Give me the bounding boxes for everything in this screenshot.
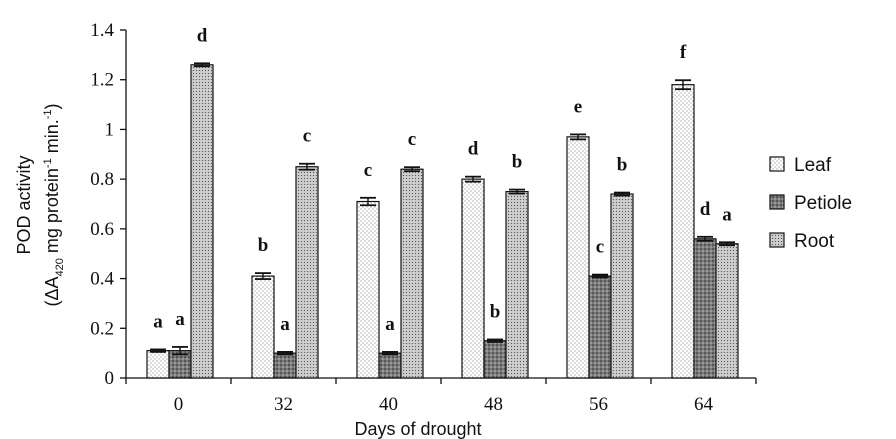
x-tick-label: 0	[174, 394, 184, 415]
legend-label-petiole: Petiole	[794, 193, 852, 214]
significance-letter: b	[617, 155, 628, 176]
bar-root	[190, 64, 214, 379]
significance-letter: c	[303, 126, 311, 147]
error-bar	[719, 241, 735, 247]
bar-leaf	[566, 136, 590, 379]
significance-letter: b	[490, 301, 501, 322]
significance-letter: d	[700, 199, 711, 220]
x-tick-label: 32	[274, 394, 293, 415]
significance-letter: d	[197, 25, 208, 46]
significance-letter: d	[468, 139, 479, 160]
error-bar	[509, 188, 525, 195]
legend: Leaf Petiole Root	[769, 155, 852, 252]
bar-petiole	[273, 352, 297, 379]
bar-root	[505, 190, 529, 379]
y-tick-label: 0.6	[90, 219, 114, 240]
y-tick-label: 0.4	[90, 269, 114, 290]
legend-label-leaf: Leaf	[794, 155, 832, 176]
y-tick-label: 0	[105, 368, 115, 389]
legend-swatch-leaf	[769, 156, 785, 172]
bar-root	[715, 243, 739, 379]
x-axis-label: Days of drought	[354, 419, 481, 439]
error-bar	[382, 350, 398, 356]
significance-letter: a	[722, 204, 732, 225]
bar-root	[400, 168, 424, 379]
legend-label-root: Root	[794, 231, 835, 252]
legend-swatch-root	[769, 232, 785, 248]
bar-leaf	[671, 84, 695, 379]
x-tick-label: 48	[484, 394, 503, 415]
bar-leaf	[356, 200, 380, 379]
bar-root	[610, 193, 634, 379]
bar-root	[295, 166, 319, 379]
significance-letter: f	[680, 42, 687, 63]
legend-swatch-petiole	[769, 194, 785, 210]
error-bar	[592, 273, 608, 279]
error-bar	[404, 166, 420, 173]
y-tick-label: 1	[105, 119, 115, 140]
significance-letter: a	[385, 314, 395, 335]
y-tick-label: 0.8	[90, 169, 114, 190]
bar-leaf	[146, 350, 170, 379]
significance-letter: b	[512, 152, 523, 173]
error-bar	[675, 79, 691, 91]
error-bar	[277, 350, 293, 356]
y-axis-label-line1: POD activity	[14, 155, 34, 254]
x-tick-label: 56	[589, 394, 608, 415]
y-tick-label: 1.4	[90, 20, 114, 41]
bar-petiole	[588, 275, 612, 379]
y-axis-label-line2: (ΔA420 mg protein-1 min.-1)	[42, 103, 66, 306]
significance-letter: c	[596, 237, 604, 258]
error-bar	[614, 191, 630, 197]
bar-petiole	[378, 352, 402, 379]
error-bar	[360, 196, 376, 207]
error-bar	[150, 348, 166, 353]
y-axis-label: POD activity (ΔA420 mg protein-1 min.-1)	[14, 103, 66, 306]
significance-letter: c	[408, 129, 416, 150]
x-tick-label: 64	[694, 394, 714, 415]
bar-petiole	[483, 340, 507, 379]
significance-letter: c	[364, 160, 372, 181]
y-tick-label: 1.2	[90, 70, 114, 91]
significance-letter: a	[280, 314, 290, 335]
error-bar	[697, 235, 713, 242]
x-tick-label: 40	[379, 394, 398, 415]
y-tick-label: 0.2	[90, 318, 114, 339]
bar-leaf	[461, 178, 485, 379]
error-bar	[570, 133, 586, 141]
error-bar	[299, 162, 315, 171]
error-bar	[465, 175, 481, 183]
error-bar	[172, 346, 188, 356]
bar-petiole	[693, 238, 717, 379]
bar-leaf	[251, 275, 275, 379]
error-bar	[487, 338, 503, 343]
significance-letter: e	[574, 96, 582, 117]
significance-letter: a	[153, 311, 163, 332]
significance-letter: b	[258, 235, 269, 256]
error-bar	[194, 62, 210, 68]
error-bar	[255, 272, 271, 280]
significance-letter: a	[175, 309, 185, 330]
